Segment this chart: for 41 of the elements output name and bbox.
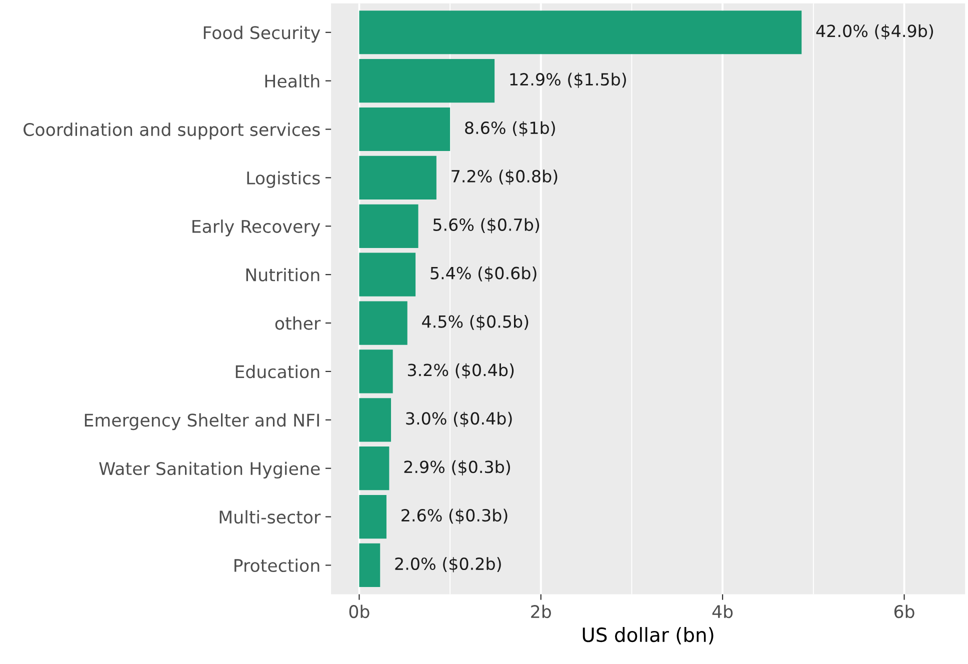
annotation: 5.4% ($0.6b) [430, 266, 536, 282]
annotation: 12.9% ($1.5b) [510, 72, 626, 88]
x-tick-label: 6b [894, 604, 914, 618]
annotation: 2.0% ($0.2b) [395, 557, 501, 572]
y-tick-label: Emergency Shelter and NFI [84, 413, 319, 430]
y-tick-label: Health [265, 74, 320, 88]
x-tick-label: 0b [349, 604, 370, 618]
y-tick-label: Multi-sector [220, 510, 321, 524]
y-tick-label: Early Recovery [192, 220, 320, 236]
bar [359, 204, 418, 248]
annotation: 2.9% ($0.3b) [404, 460, 510, 476]
y-tick-label: Education [236, 364, 320, 378]
annotation: 4.5% ($0.5b) [422, 314, 528, 330]
x-tick-label: 4b [712, 604, 733, 618]
y-tick-label: Water Sanitation Hygiene [99, 462, 320, 479]
annotation: 7.2% ($0.8b) [452, 170, 558, 185]
annotation: 5.6% ($0.7b) [433, 218, 540, 234]
annotation: 8.6% ($1b) [465, 121, 555, 136]
x-tick-label: 2b [531, 604, 551, 618]
bar [359, 156, 436, 200]
x-axis-title: US dollar (bn) [582, 627, 714, 644]
y-tick-label: Logistics [247, 171, 320, 188]
annotation: 3.0% ($0.4b) [406, 412, 512, 427]
y-tick-label: Protection [234, 558, 320, 572]
bar [359, 446, 390, 490]
annotation: 42.0% ($4.9b) [816, 24, 933, 40]
bar [359, 59, 495, 103]
bar [359, 494, 386, 539]
bar [359, 301, 408, 345]
bar [359, 252, 416, 296]
bar [359, 398, 392, 442]
bar [359, 543, 380, 588]
y-tick-label: other [275, 316, 321, 330]
y-tick-label: Coordination and support services [24, 122, 320, 140]
bar [359, 10, 802, 54]
bar [359, 107, 450, 152]
y-tick-label: Nutrition [246, 268, 320, 282]
bar [359, 350, 393, 394]
annotation: 3.2% ($0.4b) [408, 363, 514, 379]
y-tick-label: Food Security [204, 26, 320, 43]
annotation: 2.6% ($0.3b) [402, 508, 508, 524]
